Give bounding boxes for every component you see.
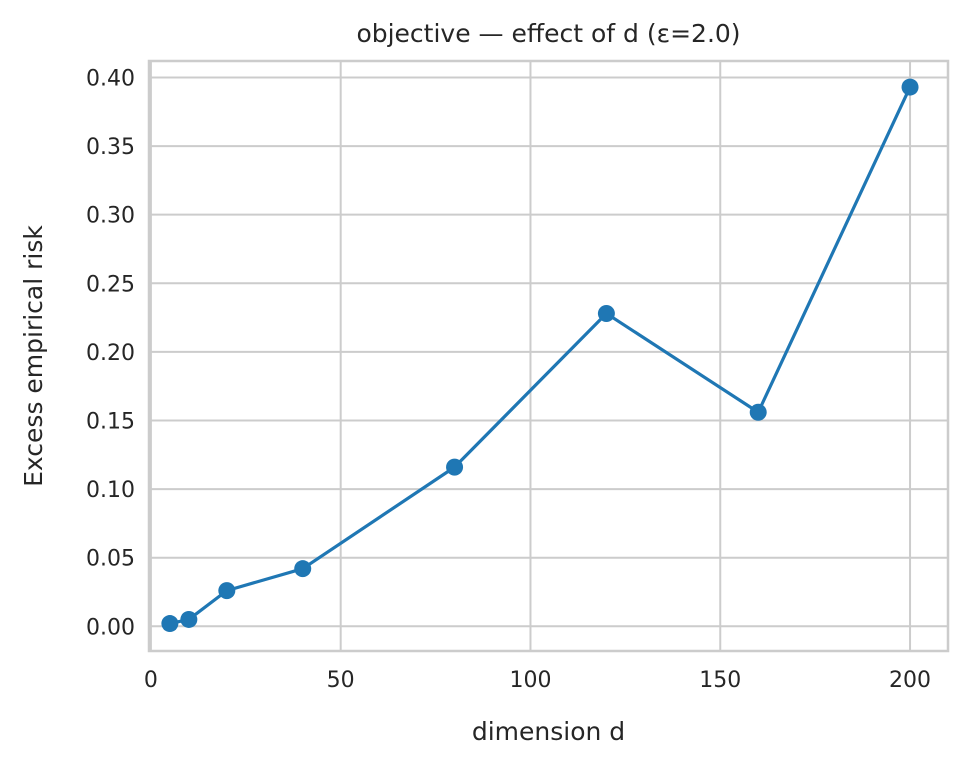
data-point xyxy=(294,560,312,578)
data-point xyxy=(446,458,464,476)
data-series xyxy=(161,78,919,633)
y-tick-label: 0.40 xyxy=(86,66,135,91)
y-tick-label: 0.25 xyxy=(86,272,135,297)
x-tick-label: 150 xyxy=(699,668,741,693)
y-tick-label: 0.20 xyxy=(86,341,135,366)
tick-labels: 0 50 100 150 200 0.00 0.05 0.10 0.15 0.20 0.25 0.30… xyxy=(86,66,931,693)
x-axis-label: dimension d xyxy=(472,717,625,746)
x-tick-label: 0 xyxy=(144,668,158,693)
y-tick-label: 0.05 xyxy=(86,547,135,572)
y-axis-label: Excess empirical risk xyxy=(19,225,48,487)
x-tick-label: 100 xyxy=(509,668,551,693)
y-tick-label: 0.35 xyxy=(86,135,135,160)
data-point xyxy=(180,610,198,628)
x-tick-label: 200 xyxy=(889,668,931,693)
data-point xyxy=(901,78,919,96)
y-tick-label: 0.00 xyxy=(86,615,135,640)
y-tick-label: 0.15 xyxy=(86,409,135,434)
data-point xyxy=(597,304,615,322)
y-tick-label: 0.10 xyxy=(86,478,135,503)
plot-frame xyxy=(147,59,950,653)
chart-title: objective — effect of d (ε=2.0) xyxy=(356,19,740,48)
x-tick-label: 50 xyxy=(327,668,355,693)
data-point xyxy=(218,582,236,600)
data-point xyxy=(749,403,767,421)
y-tick-label: 0.30 xyxy=(86,204,135,229)
data-point xyxy=(161,615,179,633)
grid-lines xyxy=(149,61,948,651)
